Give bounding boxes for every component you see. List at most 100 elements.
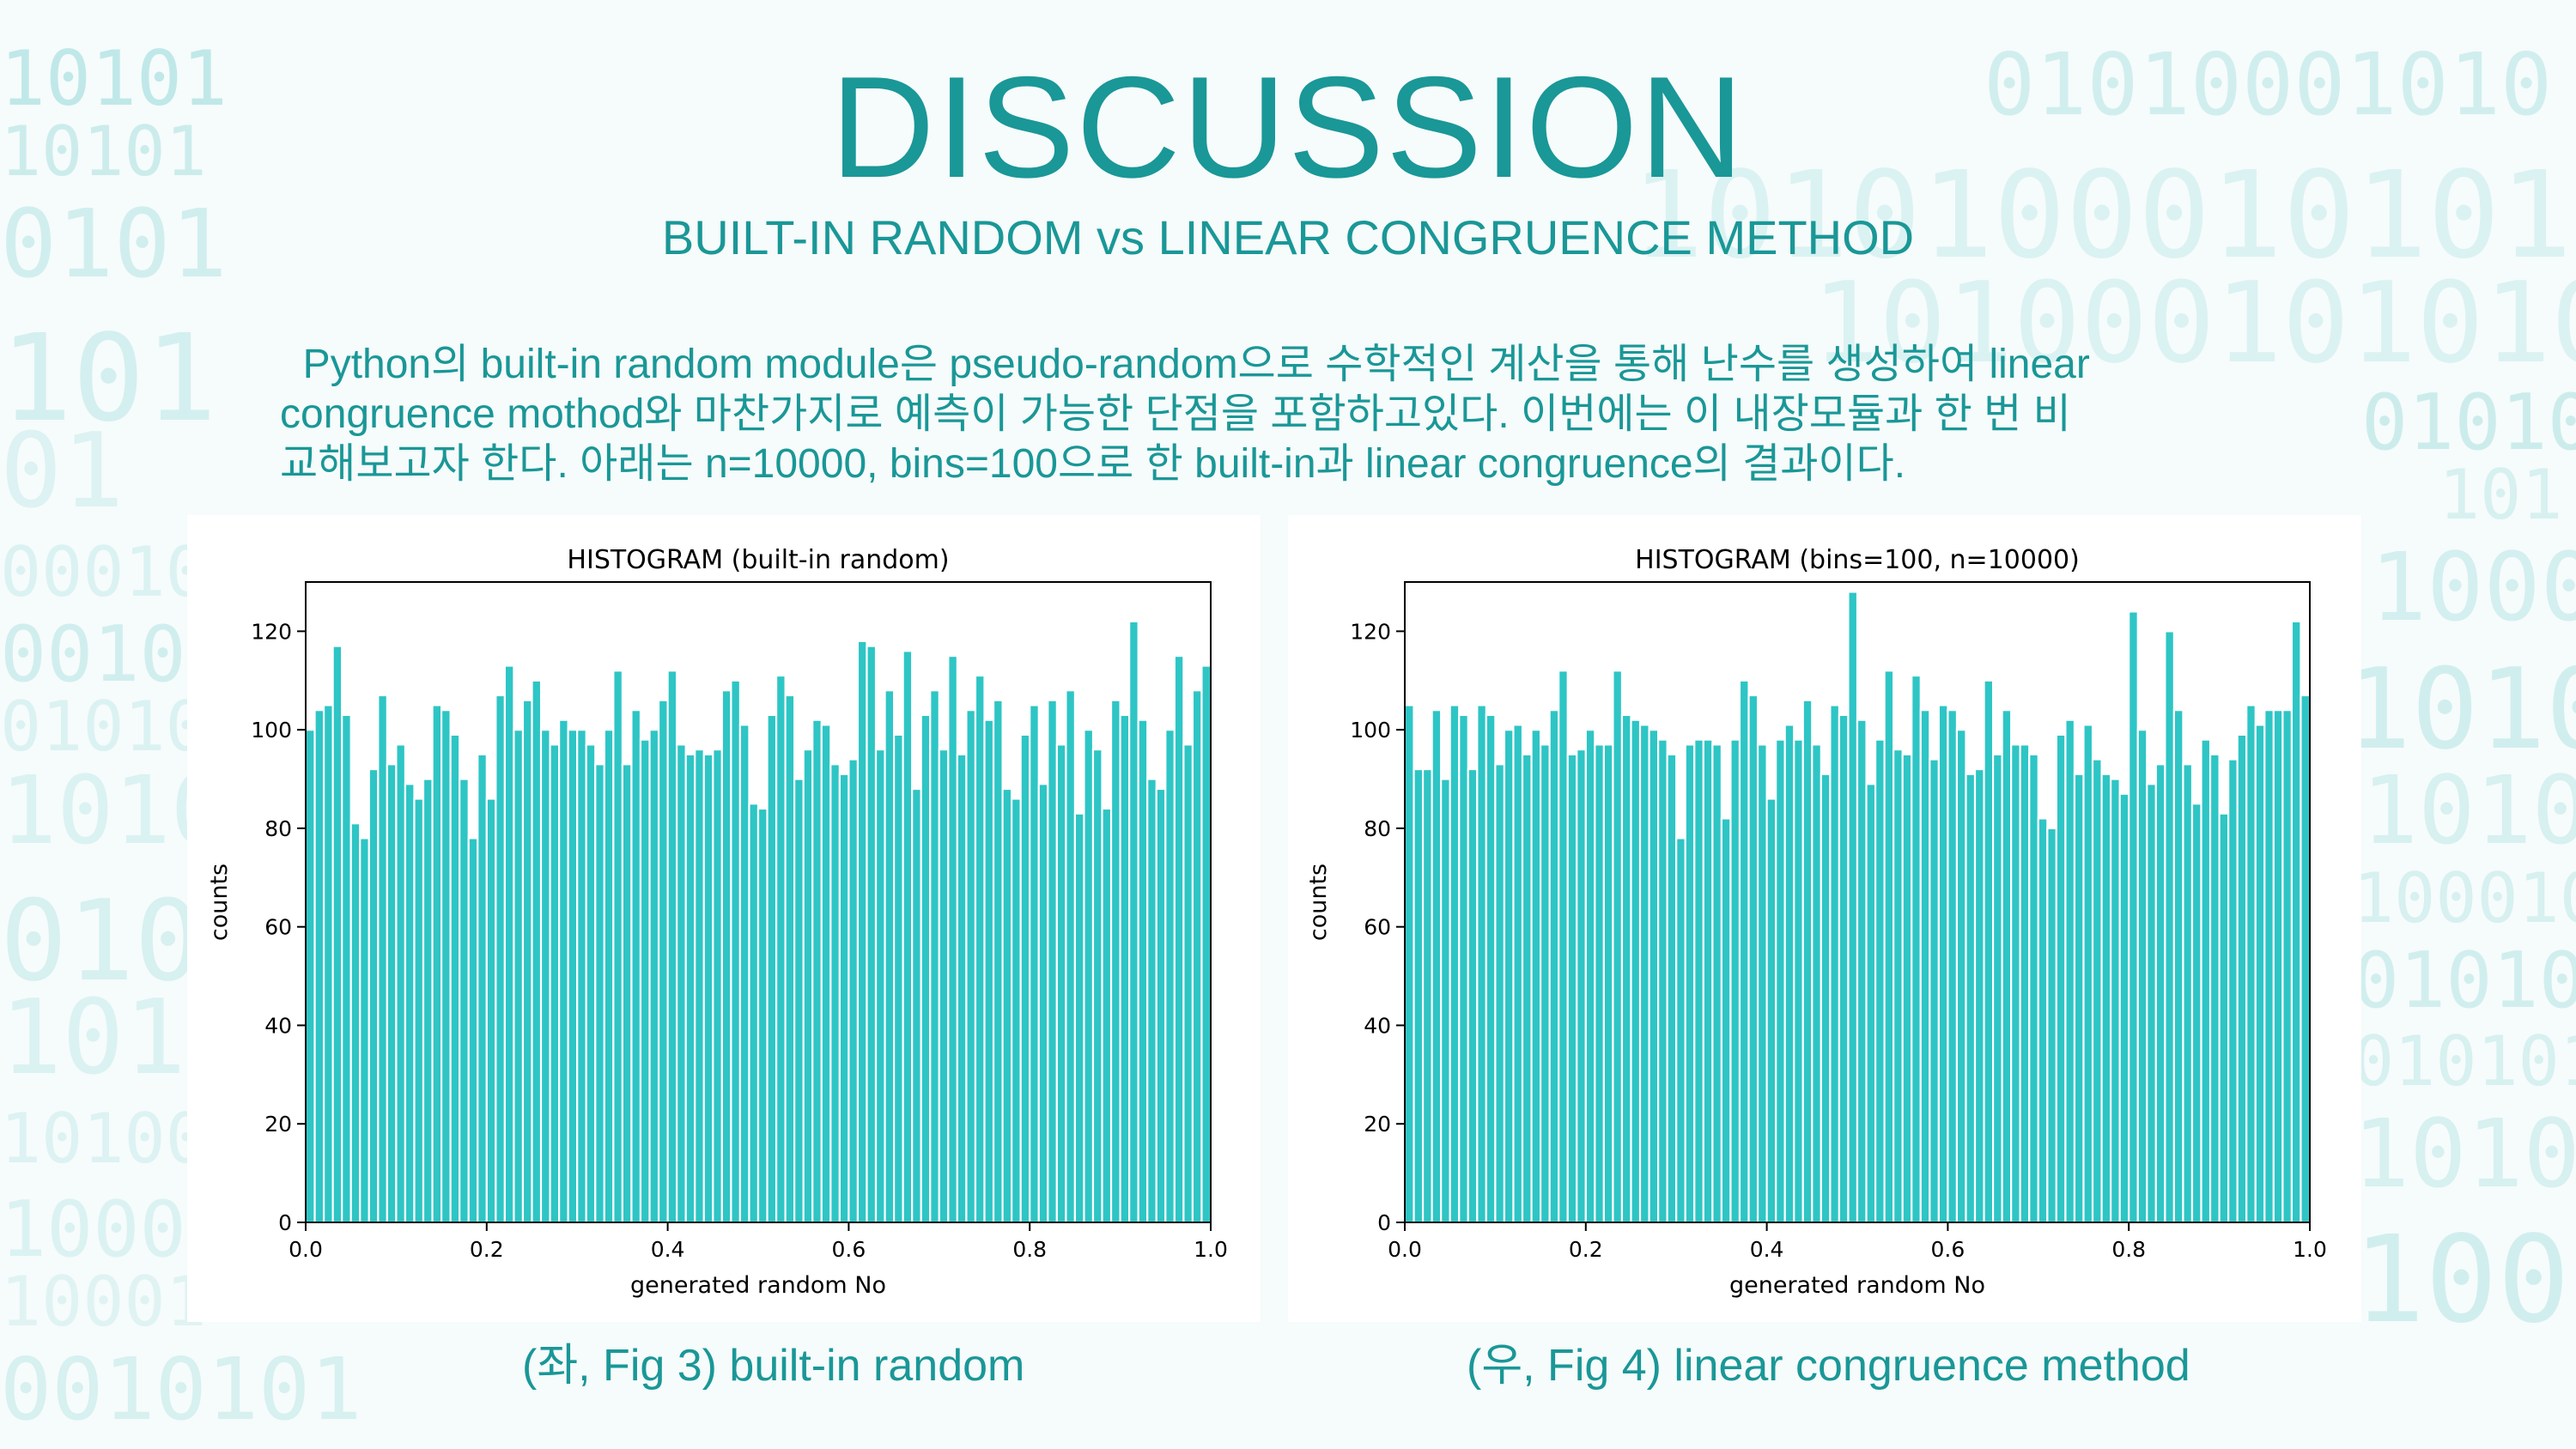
x-tick-label: 0.0 (1388, 1237, 1422, 1262)
paragraph-line: congruence mothod와 마찬가지로 예측이 가능한 단점을 포함하… (280, 391, 2071, 437)
histogram-bar (1413, 767, 1425, 1224)
y-tick-label: 60 (264, 915, 292, 940)
x-tick-label: 0.6 (832, 1237, 866, 1262)
histogram-bar (856, 640, 868, 1224)
histogram-bar (1431, 709, 1443, 1224)
background-digit-string: 100010 (2353, 858, 2576, 938)
histogram-linear-congruence: HISTOGRAM (bins=100, n=10000) 0 20 40 60 80 10… (1305, 545, 2327, 1299)
histogram-bar (1576, 749, 1587, 1224)
histogram-bar (1983, 679, 1995, 1224)
histogram-bar (1901, 753, 1913, 1224)
histogram-bar (1965, 773, 1977, 1224)
histogram-bar (666, 670, 678, 1224)
background-digit-string: 1000 (2353, 1210, 2576, 1350)
histogram-bar (730, 679, 742, 1224)
histogram-bar (2001, 709, 2013, 1224)
histogram-bar (1620, 713, 1632, 1224)
histogram-bar (1029, 704, 1040, 1224)
y-tick-label: 80 (1364, 816, 1391, 841)
plot-frame (305, 581, 1212, 1223)
background-digit-string: 1000 (0, 1185, 186, 1275)
background-digit-string: 10100 (2353, 1099, 2576, 1209)
histogram-bar (503, 664, 515, 1224)
x-tick-label: 0.8 (2111, 1237, 2146, 1262)
histogram-bar (1793, 738, 1804, 1224)
histogram-bar (531, 679, 543, 1224)
histogram-bar (1820, 773, 1832, 1224)
histogram-bar (1001, 787, 1013, 1224)
background-digit-string: 10001 (0, 1262, 207, 1342)
histogram-bar (404, 783, 416, 1224)
histogram-bar (1937, 704, 1949, 1224)
histogram-bar (1073, 812, 1085, 1224)
histogram-bar (1083, 729, 1095, 1224)
histogram-bar (495, 694, 506, 1224)
histogram-bar (1485, 713, 1497, 1224)
y-tick-label: 60 (1364, 915, 1391, 940)
histogram-bar (1602, 743, 1614, 1224)
histogram-bar (639, 738, 651, 1224)
histogram-bar (1893, 749, 1904, 1224)
histogram-bar (1403, 704, 1415, 1224)
histogram-bar (1584, 729, 1596, 1224)
histogram-bar (2091, 758, 2103, 1224)
histogram-bar (1684, 743, 1696, 1224)
histogram-bar (974, 674, 986, 1224)
histogram-bar (2218, 812, 2230, 1224)
histogram-bar (1666, 753, 1678, 1224)
background-digit-string: 0010 (0, 609, 186, 700)
x-tick-label: 0.8 (1012, 1237, 1047, 1262)
histogram-bar (1874, 738, 1886, 1224)
y-tick-label: 0 (1377, 1210, 1391, 1235)
histogram-bar (459, 778, 470, 1224)
y-tick-label: 0 (278, 1210, 292, 1235)
histogram-bar (1711, 743, 1722, 1224)
histogram-bar (784, 694, 796, 1224)
histogram-bar (1693, 738, 1704, 1224)
histogram-built-in-random: HISTOGRAM (built-in random) 0 20 40 60 80 100 1… (206, 545, 1228, 1299)
background-digit-string: 01010001010 (1984, 34, 2553, 135)
histogram-bar (2182, 763, 2194, 1224)
histogram-bar (1476, 704, 1487, 1224)
chart-title: HISTOGRAM (bins=100, n=10000) (1635, 545, 2080, 575)
histogram-bar (694, 749, 705, 1224)
description-paragraph: Python의 built-in random module은 pseudo-r… (280, 340, 2358, 489)
histogram-bar (359, 837, 370, 1224)
histogram-bar (1458, 713, 1469, 1224)
y-tick-label: 120 (251, 619, 292, 644)
histogram-bar (947, 654, 958, 1224)
background-digit-string: 10101 (2361, 755, 2576, 865)
histogram-bar (1191, 689, 1203, 1224)
x-tick-label: 0.0 (289, 1237, 323, 1262)
histogram-bar (1702, 738, 1714, 1224)
background-digit-string: 010 (0, 876, 202, 1006)
background-digit-string: 10101 (0, 34, 228, 123)
y-tick-label: 20 (1364, 1112, 1391, 1137)
histogram-bar (884, 689, 896, 1224)
histogram-bar (1037, 783, 1049, 1224)
background-digit-string: 101000101010 (1812, 258, 2576, 388)
histogram-bar (911, 787, 922, 1224)
slide-subtitle: BUILT-IN RANDOM vs LINEAR CONGRUENCE MET… (661, 210, 1915, 264)
histogram-bar (1829, 704, 1841, 1224)
histogram-bar (1865, 783, 1877, 1224)
histogram-bar (1675, 837, 1686, 1224)
histogram-bar (838, 773, 850, 1224)
histogram-bar (702, 753, 714, 1224)
caption-right: (우, Fig 4) linear congruence method (1467, 1341, 2190, 1391)
histogram-bar (1566, 753, 1578, 1224)
histogram-bar (1146, 778, 1157, 1224)
histogram-bar (603, 729, 615, 1224)
histogram-bar (621, 763, 633, 1224)
plot-frame (1404, 581, 2311, 1223)
histogram-bar (929, 689, 940, 1224)
histogram-bar (2190, 803, 2202, 1224)
histogram-bar (1783, 724, 1795, 1224)
histogram-bar (892, 733, 904, 1224)
paragraph-line: 교해보고자 한다. 아래는 n=10000, bins=100으로 한 buil… (280, 441, 1906, 487)
histogram-bar (1765, 797, 1777, 1224)
x-tick-label: 0.2 (1569, 1237, 1603, 1262)
histogram-bar (1011, 797, 1022, 1224)
histogram-bar (1775, 738, 1786, 1224)
background-digit-string: 10101 (0, 112, 207, 191)
